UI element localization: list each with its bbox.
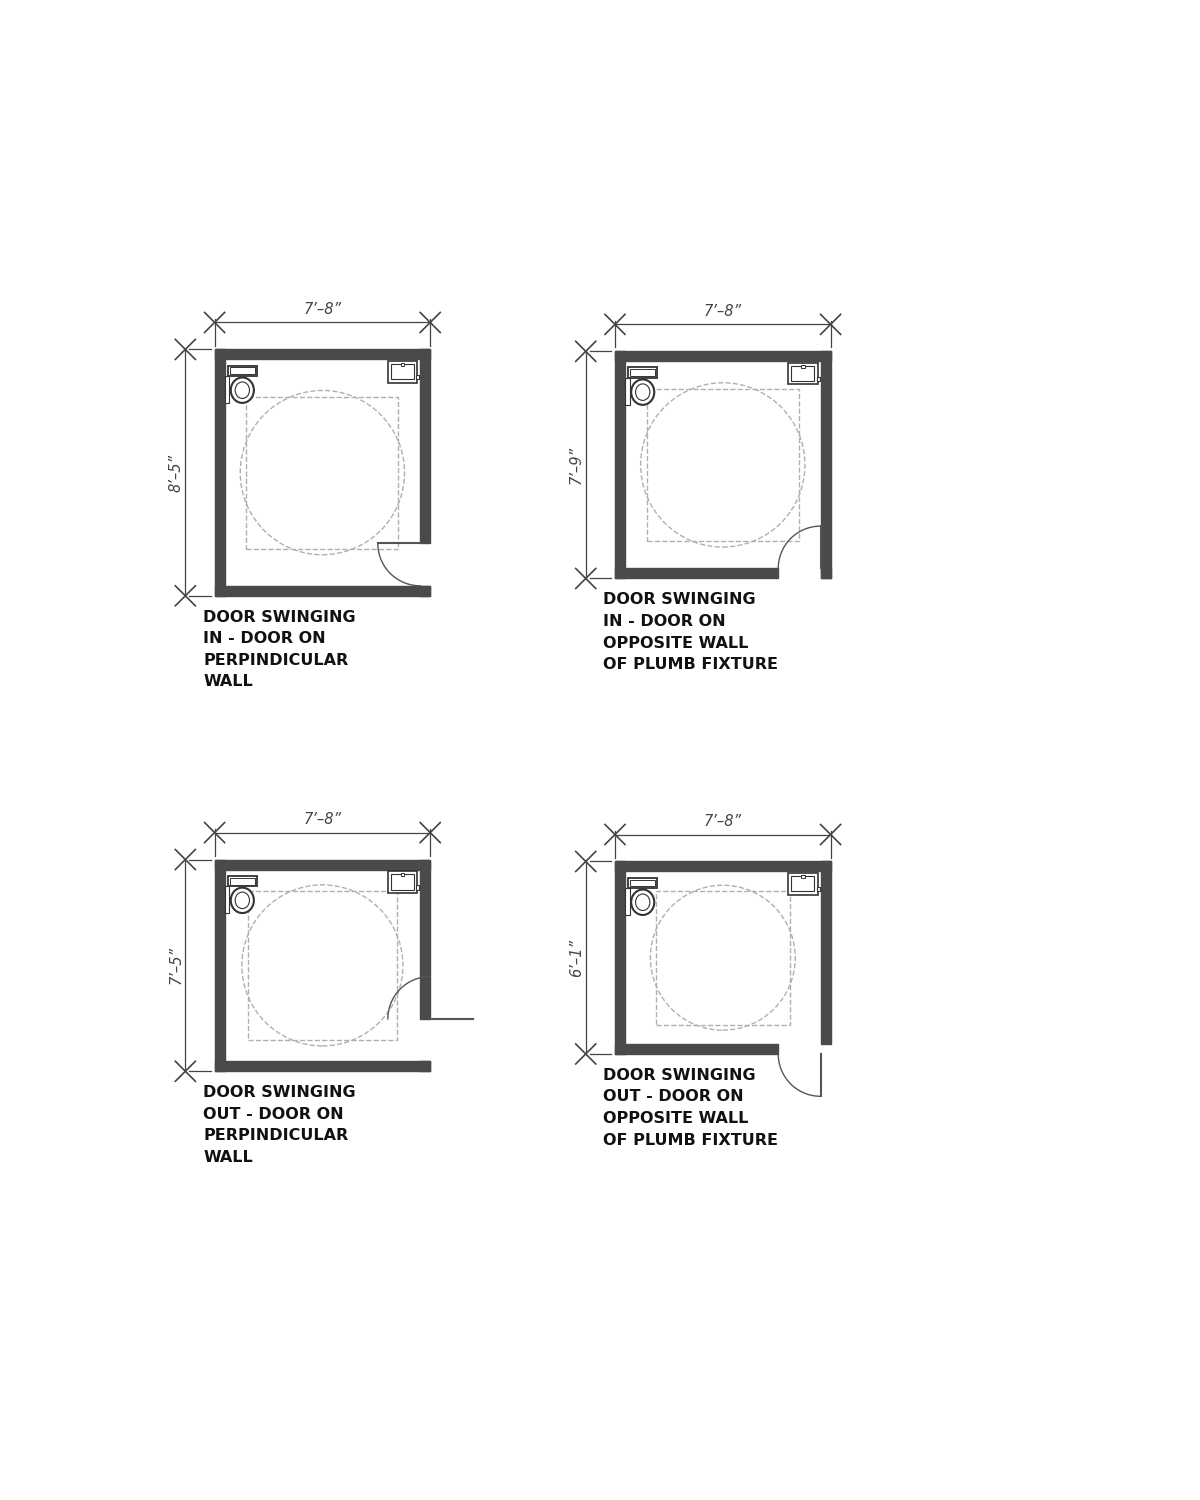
Bar	[230, 878, 254, 885]
Text: DOOR SWINGING
OUT - DOOR ON
PERPINDICULAR
WALL: DOOR SWINGING OUT - DOOR ON PERPINDICULA…	[203, 1084, 355, 1166]
Bar	[248, 891, 397, 1040]
Bar	[224, 376, 229, 404]
Bar	[391, 874, 414, 890]
Bar	[228, 366, 257, 376]
Text: 6’–1”: 6’–1”	[569, 939, 584, 976]
Bar	[420, 859, 431, 1018]
Bar	[215, 859, 431, 870]
Text: DOOR SWINGING
IN - DOOR ON
OPPOSITE WALL
OF PLUMB FIXTURE: DOOR SWINGING IN - DOOR ON OPPOSITE WALL…	[604, 592, 779, 672]
Bar	[401, 873, 404, 876]
Bar	[616, 1044, 779, 1054]
Ellipse shape	[230, 888, 254, 914]
Text: 7’–5”: 7’–5”	[169, 946, 184, 984]
Ellipse shape	[631, 890, 654, 915]
Bar	[788, 363, 817, 384]
Bar	[655, 891, 790, 1024]
Bar	[647, 388, 799, 542]
Bar	[215, 859, 224, 1071]
Bar	[215, 350, 431, 360]
Bar	[228, 876, 257, 886]
Bar	[388, 362, 418, 382]
Bar	[817, 886, 820, 891]
Bar	[224, 870, 420, 1062]
Bar	[628, 878, 658, 888]
Bar	[416, 885, 420, 890]
Bar	[401, 363, 404, 366]
Text: 7’–9”: 7’–9”	[569, 446, 584, 485]
Text: 7’–8”: 7’–8”	[703, 815, 742, 830]
Bar	[616, 861, 830, 871]
Bar	[817, 376, 820, 381]
Bar	[616, 568, 779, 579]
Bar	[788, 873, 817, 894]
Text: 7’–8”: 7’–8”	[703, 304, 742, 320]
Bar	[625, 888, 630, 915]
Bar	[821, 861, 830, 1044]
Bar	[215, 350, 224, 596]
Ellipse shape	[636, 384, 650, 400]
Bar	[616, 861, 625, 1054]
Bar	[215, 1062, 431, 1071]
Bar	[625, 871, 821, 1044]
Bar	[230, 368, 254, 375]
Text: DOOR SWINGING
IN - DOOR ON
PERPINDICULAR
WALL: DOOR SWINGING IN - DOOR ON PERPINDICULAR…	[203, 609, 355, 690]
Ellipse shape	[631, 380, 654, 405]
Text: 8’–5”: 8’–5”	[169, 453, 184, 492]
Bar	[821, 351, 830, 579]
Bar	[821, 568, 830, 579]
Bar	[791, 366, 815, 381]
Bar	[388, 871, 418, 892]
Bar	[630, 879, 655, 886]
Bar	[246, 396, 398, 549]
Bar	[420, 350, 431, 543]
Bar	[628, 368, 658, 378]
Bar	[391, 364, 414, 380]
Text: 7’–8”: 7’–8”	[304, 812, 342, 826]
Ellipse shape	[235, 382, 250, 399]
Ellipse shape	[230, 378, 254, 404]
Bar	[630, 369, 655, 376]
Ellipse shape	[636, 894, 650, 910]
Bar	[224, 886, 229, 914]
Bar	[416, 375, 420, 380]
Bar	[791, 876, 815, 891]
Bar	[616, 351, 625, 579]
Bar	[420, 1062, 431, 1071]
Bar	[625, 362, 821, 568]
Text: 7’–8”: 7’–8”	[304, 302, 342, 316]
Bar	[800, 876, 805, 879]
Bar	[625, 378, 630, 405]
Text: DOOR SWINGING
OUT - DOOR ON
OPPOSITE WALL
OF PLUMB FIXTURE: DOOR SWINGING OUT - DOOR ON OPPOSITE WAL…	[604, 1068, 779, 1148]
Bar	[616, 351, 830, 361]
Bar	[420, 586, 431, 596]
Ellipse shape	[235, 892, 250, 909]
Bar	[800, 364, 805, 369]
Bar	[215, 586, 431, 596]
Bar	[224, 360, 420, 586]
